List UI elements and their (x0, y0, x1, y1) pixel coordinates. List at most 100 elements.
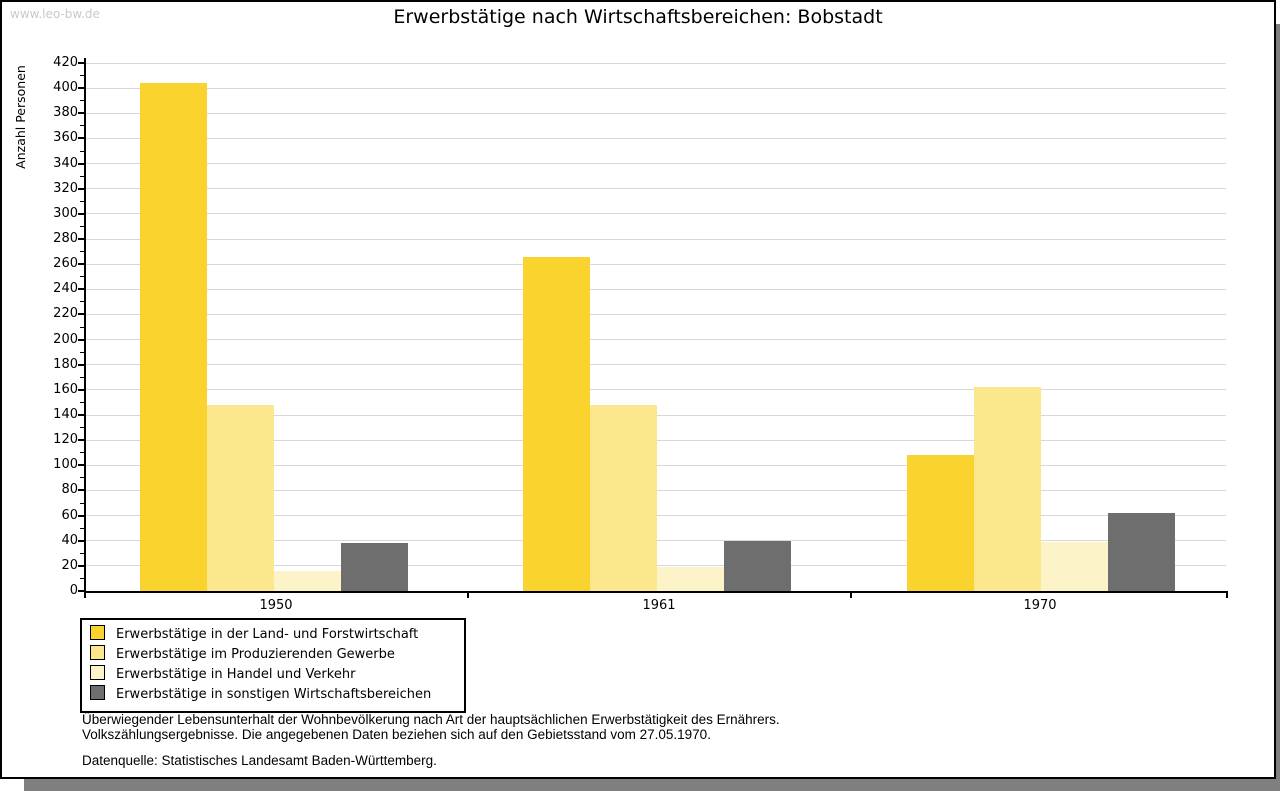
gridline (86, 188, 1226, 190)
y-minor-tick (80, 502, 84, 504)
bar-1970-series2 (974, 387, 1041, 591)
y-tick (78, 288, 84, 291)
y-minor-tick (80, 75, 84, 77)
y-minor-tick (80, 276, 84, 278)
y-minor-tick (80, 100, 84, 102)
y-tick-label: 60 (61, 507, 78, 523)
y-tick-label: 300 (53, 205, 78, 221)
y-tick (78, 489, 84, 492)
gridline (86, 339, 1226, 341)
legend-swatch-icon (90, 665, 105, 680)
gridline (86, 163, 1226, 165)
y-minor-tick (80, 427, 84, 429)
legend-swatch-icon (90, 625, 105, 640)
legend-item: Erwerbstätige im Produzierenden Gewerbe (90, 645, 456, 665)
gridline (86, 364, 1226, 366)
gridline (86, 137, 1226, 139)
legend-label: Erwerbstätige im Produzierenden Gewerbe (116, 647, 395, 662)
y-tick (78, 514, 84, 517)
y-tick (78, 263, 84, 266)
footer-source: Datenquelle: Statistisches Landesamt Bad… (82, 753, 437, 768)
gridline (86, 288, 1226, 290)
y-tick-label: 40 (61, 532, 78, 548)
y-minor-tick (80, 125, 84, 127)
y-minor-tick (80, 527, 84, 529)
legend: Erwerbstätige in der Land- und Forstwirt… (80, 618, 466, 713)
y-axis-line (84, 58, 86, 593)
watermark: www.leo-bw.de (10, 7, 100, 21)
y-minor-tick (80, 200, 84, 202)
y-tick-label: 140 (53, 407, 78, 422)
y-tick-label: 280 (53, 231, 78, 246)
legend-label: Erwerbstätige in sonstigen Wirtschaftsbe… (116, 687, 432, 702)
x-axis-line (84, 591, 1228, 593)
y-minor-tick (80, 577, 84, 579)
gridline (86, 87, 1226, 89)
y-tick (78, 87, 84, 90)
legend-label: Erwerbstätige in der Land- und Forstwirt… (116, 627, 419, 642)
y-tick-label: 0 (69, 583, 78, 598)
bar-1950-series3 (274, 570, 341, 591)
frame-shadow-right (1276, 24, 1280, 779)
y-tick-label: 360 (53, 130, 78, 146)
y-tick (78, 590, 84, 592)
chart-title: Erwerbstätige nach Wirtschaftsbereichen:… (393, 6, 883, 28)
y-minor-tick (80, 552, 84, 554)
y-tick-label: 380 (53, 105, 78, 121)
x-tick (1226, 593, 1228, 598)
frame-shadow-bottom (24, 779, 1280, 791)
bar-1950-series4 (341, 543, 408, 591)
y-tick (78, 363, 84, 366)
y-minor-tick (80, 452, 84, 454)
y-tick (78, 212, 84, 215)
y-minor-tick (80, 301, 84, 303)
y-minor-tick (80, 225, 84, 227)
legend-item: Erwerbstätige in sonstigen Wirtschaftsbe… (90, 685, 456, 705)
bar-1970-series3 (1041, 541, 1108, 591)
x-tick (84, 593, 86, 598)
y-tick-label: 400 (53, 80, 78, 96)
footer-line2: Volkszählungsergebnisse. Die angegebenen… (82, 726, 711, 742)
bar-1961-series3 (657, 567, 724, 591)
legend-swatch-icon (90, 645, 105, 660)
legend-swatch-icon (90, 685, 105, 700)
y-minor-tick (80, 351, 84, 353)
x-category-label: 1950 (259, 598, 293, 613)
x-category-label: 1961 (642, 598, 676, 613)
y-tick-label: 120 (53, 432, 78, 448)
y-tick-label: 420 (53, 55, 78, 70)
y-minor-tick (80, 175, 84, 177)
y-tick-label: 340 (53, 155, 78, 171)
gridline (86, 389, 1226, 391)
y-tick-label: 180 (53, 356, 78, 372)
y-tick (78, 388, 84, 391)
gridline (86, 112, 1226, 114)
legend-item: Erwerbstätige in Handel und Verkehr (90, 665, 456, 685)
y-tick-label: 80 (61, 482, 78, 498)
y-minor-tick (80, 477, 84, 479)
y-tick (78, 338, 84, 341)
gridline (86, 238, 1226, 240)
y-minor-tick (80, 376, 84, 378)
y-tick (78, 238, 84, 240)
y-minor-tick (80, 401, 84, 403)
x-tick (467, 593, 469, 598)
gridline (86, 313, 1226, 315)
x-tick (850, 593, 852, 598)
y-tick-label: 320 (53, 180, 78, 196)
bar-1961-series2 (590, 404, 657, 591)
y-tick (78, 137, 84, 140)
y-tick (78, 112, 84, 115)
y-tick-label: 220 (53, 306, 78, 322)
bar-1950-series2 (207, 404, 274, 591)
y-tick-label: 100 (53, 457, 78, 473)
y-tick-label: 20 (61, 557, 78, 573)
y-tick (78, 564, 84, 567)
bar-1961-series4 (724, 540, 791, 591)
y-tick-label: 160 (53, 381, 78, 397)
y-tick (78, 187, 84, 190)
x-category-label: 1970 (1023, 598, 1057, 613)
y-tick (78, 62, 84, 64)
bar-1970-series1 (907, 455, 974, 591)
bar-1970-series4 (1108, 513, 1175, 591)
